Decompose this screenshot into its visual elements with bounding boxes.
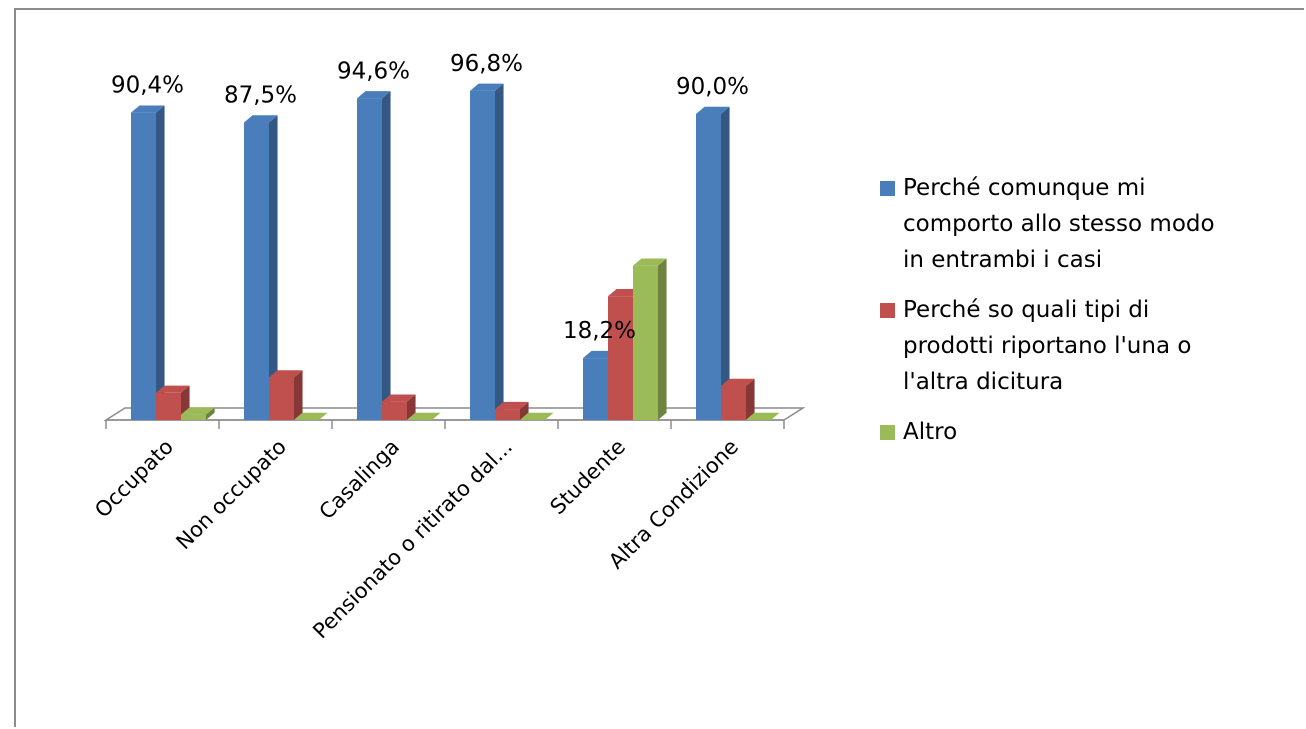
legend-swatch-series-2 bbox=[880, 303, 895, 318]
data-label-6: 90,0% bbox=[676, 74, 749, 100]
data-label-4: 96,8% bbox=[450, 51, 523, 77]
bar-s2-6 bbox=[721, 378, 755, 420]
bar-s2-3 bbox=[382, 394, 416, 420]
bar-s1-4 bbox=[470, 83, 504, 421]
chart-frame bbox=[14, 8, 1304, 727]
x-tick-label-4: Pensionato o ritirato dal... bbox=[308, 435, 517, 644]
bar-s3-1 bbox=[181, 407, 215, 420]
bar-s2-2 bbox=[269, 370, 303, 420]
bar-s2-4 bbox=[495, 401, 529, 420]
bar-s1-2 bbox=[244, 115, 278, 421]
data-label-2: 87,5% bbox=[224, 83, 297, 109]
data-label-3: 94,6% bbox=[337, 58, 410, 84]
legend-swatch-series-1 bbox=[880, 181, 895, 196]
data-label-1: 90,4% bbox=[111, 73, 184, 99]
bar-s3-4 bbox=[520, 412, 554, 421]
legend-item-series-1: Perché comunque mi comporto allo stesso … bbox=[880, 170, 1300, 278]
x-tick-label-1: Occupato bbox=[90, 435, 178, 523]
legend-swatch-series-3 bbox=[880, 425, 895, 440]
bar-s1-3 bbox=[357, 91, 391, 421]
bar-s1-6 bbox=[696, 106, 730, 421]
x-tick-label-5: Studente bbox=[545, 435, 630, 520]
data-label-5: 18,2% bbox=[563, 318, 636, 344]
bar-s1-1 bbox=[131, 105, 165, 420]
x-tick-label-2: Non occupato bbox=[171, 435, 291, 555]
bar-s3-5 bbox=[633, 258, 667, 420]
legend-label-series-2: Perché so quali tipi di prodotti riporta… bbox=[903, 297, 1192, 395]
bar-s2-1 bbox=[156, 385, 190, 420]
legend-label-series-3: Altro bbox=[903, 419, 958, 445]
bar-s3-6 bbox=[746, 412, 780, 421]
bar-s3-3 bbox=[407, 412, 441, 421]
x-tick-label-3: Casalinga bbox=[315, 435, 404, 524]
legend-label-series-1: Perché comunque mi comporto allo stesso … bbox=[903, 175, 1215, 273]
bar-s3-2 bbox=[294, 412, 328, 421]
legend-item-series-3: Altro bbox=[880, 414, 1300, 450]
chart-legend: Perché comunque mi comporto allo stesso … bbox=[880, 170, 1300, 464]
legend-item-series-2: Perché so quali tipi di prodotti riporta… bbox=[880, 292, 1300, 400]
